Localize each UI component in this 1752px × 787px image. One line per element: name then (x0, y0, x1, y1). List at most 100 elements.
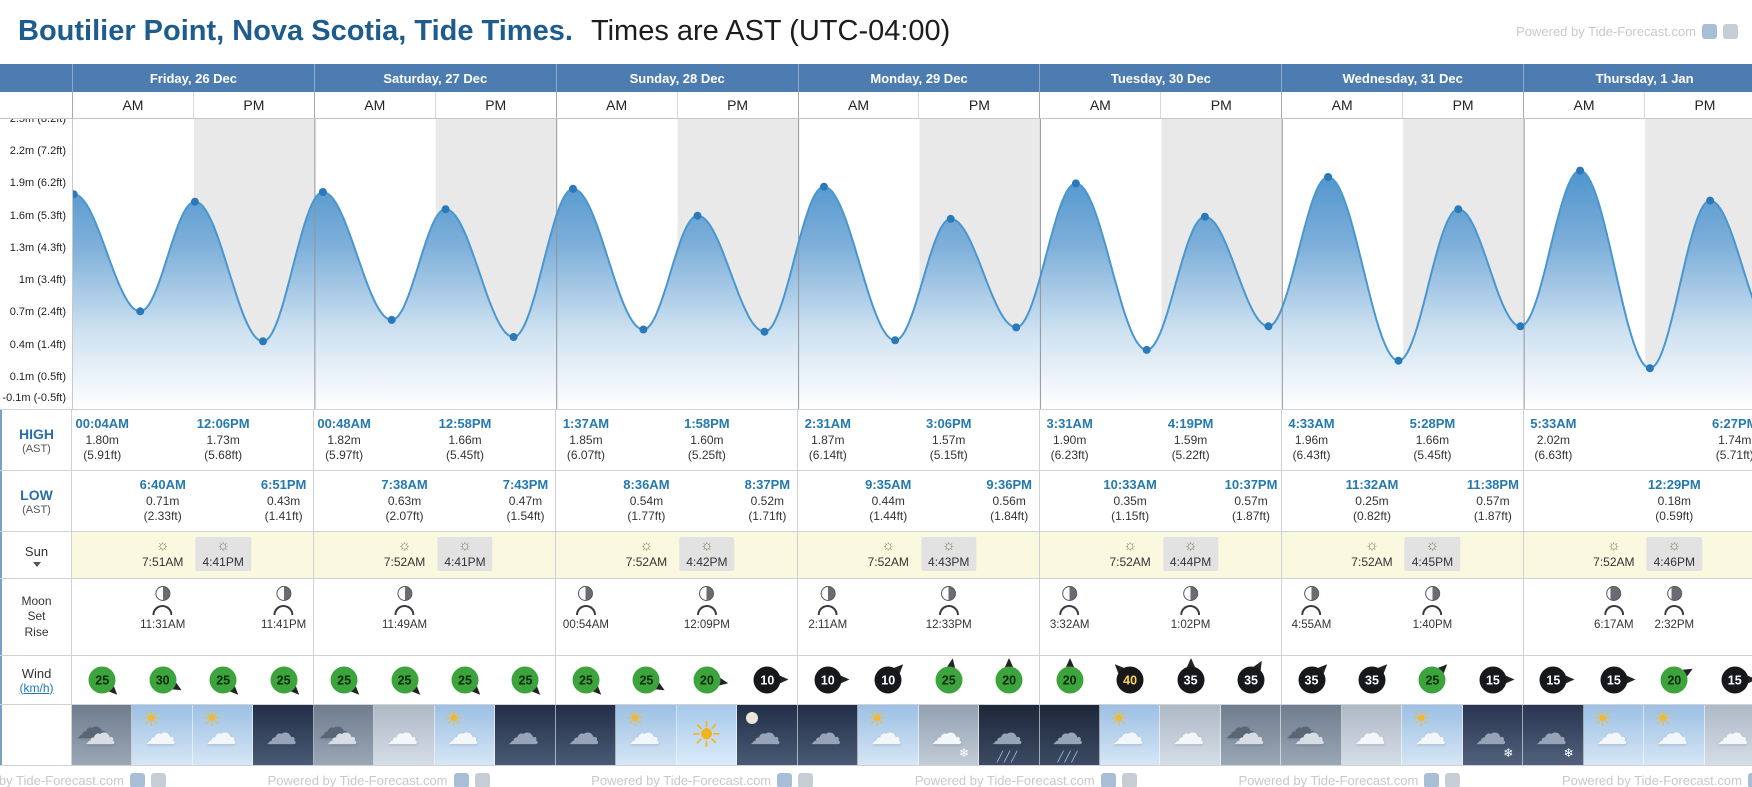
sun-time: 7:52AM (625, 554, 668, 569)
powered-by-text: Powered by Tide-Forecast.com (1562, 772, 1742, 787)
wind-badge: 35 (1171, 658, 1211, 700)
high-tide-row: HIGH (AST) 00:04AM 1.80m (5.91ft) 12:06PM 1.… (0, 409, 1752, 470)
tide-time: 5:33AM (1530, 416, 1577, 431)
weather-cell: ☁ (1160, 705, 1221, 765)
tide-app-icon (1702, 24, 1717, 39)
forecast-app-icon (1723, 24, 1738, 39)
tide-chart-row: 2.5m (8.2ft) 2.2m (7.2ft) 1.9m (6.2ft) 1.6m… (0, 119, 1752, 409)
am-header: AM (1523, 92, 1644, 118)
y-axis-label: -0.1m (-0.5ft) (2, 392, 66, 405)
y-axis-label: 2.5m (8.2ft) (9, 119, 66, 125)
weather-cell: ☀ ☁ (616, 705, 677, 765)
cloud-icon: ☁ (317, 709, 350, 745)
tide-height-m: 0.52m (750, 493, 784, 508)
moon-risesetarc-icon (817, 605, 838, 615)
moon-event-entry: 4:55AM (1292, 586, 1331, 631)
y-axis-label: 1.6m (5.3ft) (9, 209, 66, 222)
wind-row-label: Wind (km/h) (0, 656, 72, 704)
moon-time: 1:40PM (1412, 619, 1453, 631)
y-axis-label: 0.1m (0.5ft) (9, 370, 66, 383)
tide-height-ft: (6.43ft) (1292, 448, 1331, 463)
sunrise-icon: ☼ (1606, 537, 1621, 554)
day-column-2 (555, 579, 797, 655)
high-tide-entry: 1:37AM 1.85m (6.07ft) (563, 416, 609, 464)
cloud-icon: ☁ (749, 715, 782, 751)
day-column-6 (1523, 410, 1752, 470)
pm-header: PM (918, 92, 1039, 118)
tide-height-m: 1.74m (1718, 432, 1752, 447)
weather-cell: ☁ ☁ (1220, 705, 1282, 765)
wind-badge: 25 (385, 660, 425, 700)
powered-by-link[interactable]: Powered by Tide-Forecast.com (1516, 24, 1738, 39)
rain-icon: ╱╱╱ (1057, 752, 1079, 763)
wind-speed: 15 (1600, 666, 1628, 694)
pm-header: PM (192, 92, 314, 118)
weather-cell: ☁ ❄ (918, 705, 980, 765)
tide-time: 8:36AM (623, 477, 670, 492)
day-column-3 (797, 656, 1039, 704)
wind-badge: 35 (1292, 660, 1332, 700)
day-header-0: Friday, 26 Dec (72, 64, 314, 92)
day-column-4 (1039, 471, 1281, 531)
day-column-3 (797, 410, 1039, 470)
chevron-down-icon[interactable] (32, 561, 41, 567)
high-tide-entry: 5:28PM 1.66m (5.45ft) (1410, 416, 1456, 464)
moon-row: Moon Set Rise 11:31AM 11:41PM 11:49AM 00:54… (0, 578, 1752, 655)
tide-height-m: 1.96m (1294, 432, 1329, 447)
high-row-label: HIGH (AST) (0, 410, 72, 470)
moon-event-entry: 2:11AM (808, 586, 847, 631)
pm-header: PM (1402, 92, 1523, 118)
sun-row-label[interactable]: Sun (0, 532, 72, 578)
moon-time: 11:31AM (140, 619, 186, 631)
sun-icon: ☀ (1592, 706, 1613, 731)
wind-speed: 25 (511, 666, 539, 694)
day-column-2 (555, 532, 797, 578)
moon-risesetarc-icon (1664, 605, 1685, 615)
moon-row-content: 11:31AM 11:41PM 11:49AM 00:54AM 12:09PM 2:11A… (72, 579, 1752, 655)
wind-badge: 15 (1594, 660, 1636, 700)
tide-height-ft: (6.14ft) (808, 448, 847, 463)
weather-cell: ☀ ☁ (1583, 705, 1645, 765)
sun-time: 7:52AM (1593, 554, 1635, 569)
tide-height-m: 1.57m (932, 432, 966, 447)
moon-time: 00:54AM (562, 619, 609, 631)
tide-height-ft: (6.23ft) (1050, 448, 1089, 463)
day-column-3 (797, 579, 1039, 655)
y-axis-label: 1.9m (6.2ft) (9, 177, 66, 190)
cloud-icon: ☁ (809, 715, 842, 751)
cloud-icon: ☁ (76, 709, 108, 745)
tide-height-ft: (5.91ft) (83, 448, 122, 463)
tide-height-ft: (5.45ft) (445, 448, 484, 463)
weather-cell: ☁ ❄ (1462, 705, 1524, 765)
high-tz-label: (AST) (22, 442, 51, 455)
wind-badge: 25 (82, 660, 122, 700)
sunset-icon: ☼ (1425, 537, 1440, 554)
tide-height-m: 0.71m (146, 493, 180, 508)
weather-cell: ☁ (1341, 705, 1403, 765)
tide-height-m: 1.66m (1415, 432, 1450, 447)
tide-height-ft: (1.71ft) (748, 509, 787, 524)
wind-badge: 20 (1050, 658, 1090, 700)
cloud-icon: ☁ (1414, 715, 1447, 751)
moon-time: 11:49AM (381, 619, 428, 631)
snowflake-icon: ❄ (1503, 746, 1514, 760)
moon-time: 1:02PM (1170, 619, 1211, 631)
wind-unit-link[interactable]: (km/h) (19, 680, 54, 695)
sun-time: 7:52AM (867, 554, 909, 569)
sunset-entry: ☼ 4:41PM (437, 537, 493, 571)
wind-badge: 25 (264, 660, 304, 700)
tide-time: 12:58PM (438, 416, 492, 431)
sun-icon: ☀ (1108, 706, 1129, 731)
wind-speed: 15 (1479, 666, 1507, 694)
wind-badge: 25 (203, 660, 243, 700)
cloud-icon: ☁ (930, 715, 963, 751)
tide-height-ft: (1.77ft) (627, 509, 666, 524)
location-title: Boutilier Point, Nova Scotia, Tide Times… (18, 15, 573, 47)
tide-time: 11:32AM (1345, 477, 1399, 492)
moon-phase-icon (1303, 586, 1319, 601)
day-column-0 (72, 532, 313, 578)
tide-height-m: 1.90m (1052, 432, 1087, 447)
tide-height-ft: (2.07ft) (385, 509, 424, 524)
low-tide-entry: 10:37PM 0.57m (1.87ft) (1225, 477, 1278, 525)
y-axis-label: 0.7m (2.4ft) (9, 306, 66, 319)
